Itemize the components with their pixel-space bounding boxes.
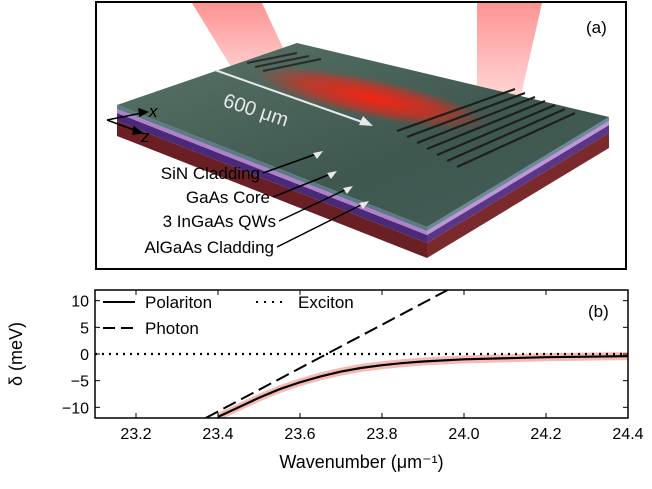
legend-label-exciton: Exciton	[298, 293, 354, 312]
x-tick-label: 24.0	[448, 426, 479, 443]
polariton-intensity-band	[218, 352, 628, 418]
waveguide-schematic: 600 μm x z SiN Cladding GaAs Core 3 InGa…	[106, 3, 609, 258]
x-tick-label: 23.4	[202, 426, 233, 443]
y-axis-label: δ (meV)	[6, 322, 26, 386]
x-axis-label: Wavenumber (μm⁻¹)	[279, 452, 443, 472]
x-tick-label: 24.4	[612, 426, 643, 443]
algaas-cladding-layer	[117, 121, 427, 258]
length-arrow-head	[359, 116, 373, 126]
gaas-side	[427, 125, 609, 243]
dispersion-chart: 23.2 23.4 23.6 23.8 24.0 24.2 24.4 10 5 0 −5 −10 Wav…	[6, 289, 644, 472]
pointer-algaas	[276, 202, 366, 248]
y-tick-label: 10	[71, 294, 89, 311]
series-polariton-line	[217, 355, 628, 418]
input-grating	[246, 52, 322, 72]
x-tick-label: 24.2	[530, 426, 561, 443]
axis-z-label: z	[140, 127, 150, 146]
x-tick-label: 23.8	[366, 426, 397, 443]
legend-label-photon: Photon	[145, 319, 199, 338]
series-photon-line	[205, 290, 449, 418]
algaas-side	[427, 133, 609, 258]
sin-side	[427, 117, 609, 231]
axis-x-label: x	[148, 102, 158, 121]
polariton-glow	[254, 66, 490, 130]
panel-b-label: (b)	[588, 302, 609, 321]
device-schematic-panel: 600 μm x z SiN Cladding GaAs Core 3 InGa…	[95, 1, 627, 270]
x-tick-label: 23.2	[120, 426, 151, 443]
legend-label-polariton: Polariton	[145, 293, 212, 312]
qw-side	[427, 121, 609, 235]
coordinate-axes	[106, 107, 149, 135]
pointer-qw	[278, 187, 350, 222]
length-arrow	[214, 69, 366, 124]
panel-a-label: (a)	[586, 18, 607, 37]
x-tick-label: 23.6	[284, 426, 315, 443]
layer-label-qw: 3 InGaAs QWs	[163, 212, 276, 231]
pointer-gaas	[272, 172, 334, 198]
output-grating	[396, 87, 576, 169]
layer-label-gaas: GaAs Core	[186, 188, 270, 207]
output-laser-beam	[477, 3, 542, 113]
y-tick-label: 0	[80, 347, 89, 364]
pointer-sin	[262, 152, 320, 174]
top-surface	[117, 43, 609, 227]
layer-label-sin: SiN Cladding	[161, 164, 260, 183]
quantum-well-layer	[117, 109, 427, 235]
layer-label-algaas: AlGaAs Cladding	[145, 238, 274, 257]
y-tick-label: −5	[71, 374, 89, 391]
sin-cladding-layer	[117, 105, 427, 231]
y-tick-label: −10	[62, 400, 89, 417]
y-tick-label: 5	[80, 320, 89, 337]
